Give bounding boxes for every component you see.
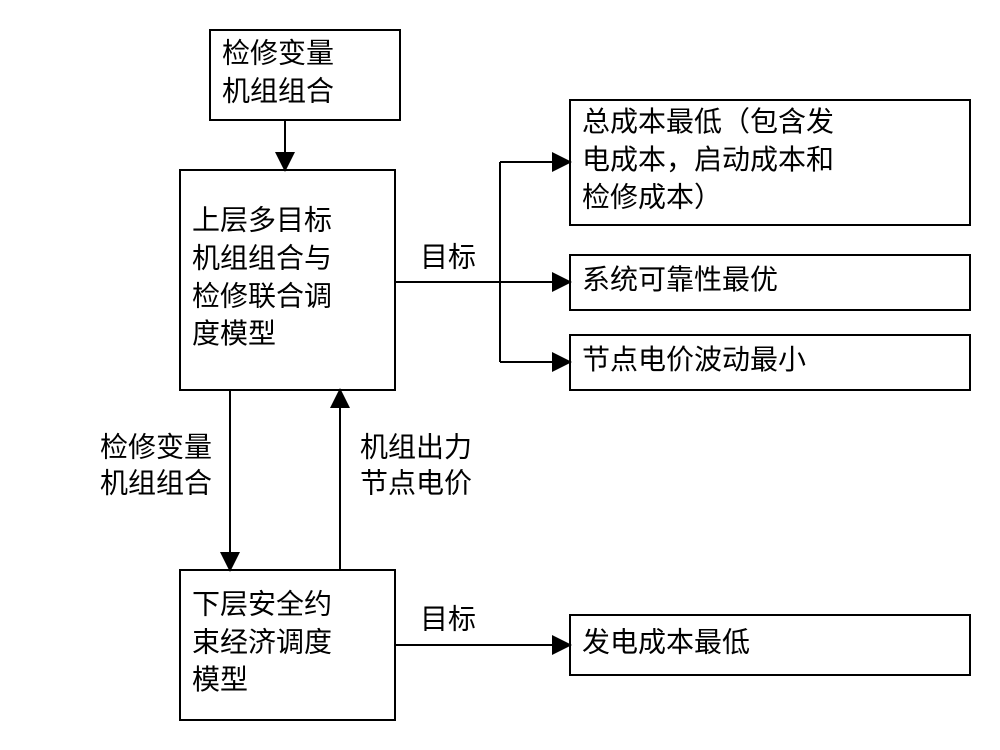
lower-text-2: 模型 (192, 664, 248, 696)
top-text-0: 检修变量 (222, 38, 334, 70)
obj4-text-0: 发电成本最低 (582, 626, 750, 658)
lower-text-1: 束经济调度 (192, 626, 332, 658)
upper-text-2: 检修联合调 (192, 280, 332, 312)
lower-text-0: 下层安全约 (192, 589, 332, 621)
upper-text-3: 度模型 (192, 318, 276, 350)
obj3-text-0: 节点电价波动最小 (582, 344, 806, 376)
upper-text-1: 机组组合与 (192, 243, 332, 275)
obj1-text-2: 检修成本） (582, 182, 722, 214)
obj1-text-0: 总成本最低（包含发 (582, 106, 834, 138)
edge-label: 节点电价 (360, 467, 472, 499)
obj1-text-1: 电成本，启动成本和 (582, 144, 834, 176)
edge-label: 目标 (420, 603, 476, 635)
edge-label: 检修变量 (100, 431, 212, 463)
upper-box (180, 170, 395, 390)
obj2-text-0: 系统可靠性最优 (582, 264, 778, 296)
edge-label: 目标 (420, 241, 476, 273)
edge-label: 机组组合 (100, 467, 212, 499)
edge-label: 机组出力 (360, 431, 472, 463)
top-text-1: 机组组合 (222, 75, 334, 107)
upper-text-0: 上层多目标 (192, 205, 332, 237)
